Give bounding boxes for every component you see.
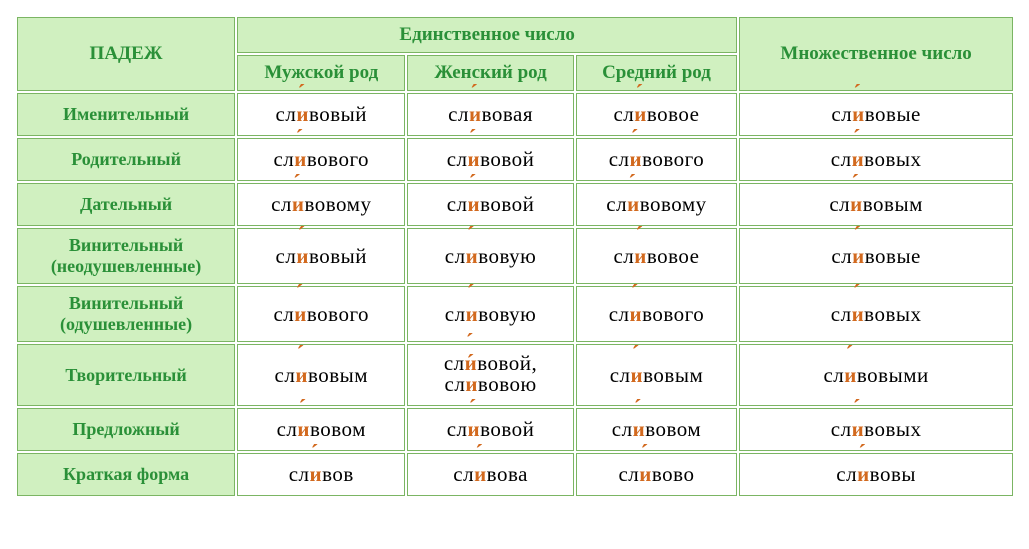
word-cell: сливовы (739, 453, 1013, 496)
table-row: Творительныйсливовымсливовой,сливовоюсли… (17, 344, 1013, 406)
header-plural: Множественное число (739, 17, 1013, 91)
header-masc: Мужской род (237, 55, 405, 91)
case-label: Родительный (17, 138, 235, 181)
word-cell: сливовой (407, 138, 573, 181)
declension-table: ПАДЕЖ Единственное число Множественное ч… (15, 15, 1015, 498)
word-cell: сливова (407, 453, 573, 496)
case-label: Предложный (17, 408, 235, 451)
word-cell: сливовыми (739, 344, 1013, 406)
word-cell: сливовых (739, 138, 1013, 181)
word-cell: сливового (237, 138, 405, 181)
table-row: Именительныйсливовыйсливоваясливовоеслив… (17, 93, 1013, 136)
word-cell: сливовом (237, 408, 405, 451)
case-label: Винительный(одушевленные) (17, 286, 235, 342)
word-cell: сливовое (576, 228, 737, 284)
case-label: Винительный(неодушевленные) (17, 228, 235, 284)
word-cell: сливовым (576, 344, 737, 406)
word-cell: сливовые (739, 228, 1013, 284)
header-neut: Средний род (576, 55, 737, 91)
header-case: ПАДЕЖ (17, 17, 235, 91)
word-cell: сливовому (576, 183, 737, 226)
word-cell: сливовые (739, 93, 1013, 136)
case-label: Именительный (17, 93, 235, 136)
table-row: Родительныйсливовогосливовойсливовогосли… (17, 138, 1013, 181)
table-body: Именительныйсливовыйсливоваясливовоеслив… (17, 93, 1013, 496)
word-cell: сливового (576, 138, 737, 181)
table-row: Краткая формасливовсливовасливовосливовы (17, 453, 1013, 496)
word-cell: сливов (237, 453, 405, 496)
table-row: Винительный(одушевленные)сливовогосливов… (17, 286, 1013, 342)
table-row: Дательныйсливовомусливовойсливовомусливо… (17, 183, 1013, 226)
word-cell: сливово (576, 453, 737, 496)
word-cell: сливовым (237, 344, 405, 406)
word-cell: сливовый (237, 228, 405, 284)
case-label: Дательный (17, 183, 235, 226)
table-row: Винительный(неодушевленные)сливовыйсливо… (17, 228, 1013, 284)
header-singular: Единственное число (237, 17, 737, 53)
word-cell: сливовое (576, 93, 737, 136)
word-cell: сливовых (739, 408, 1013, 451)
word-cell: сливовом (576, 408, 737, 451)
word-cell: сливовым (739, 183, 1013, 226)
word-cell: сливового (576, 286, 737, 342)
case-label: Творительный (17, 344, 235, 406)
word-cell: сливовая (407, 93, 573, 136)
case-label: Краткая форма (17, 453, 235, 496)
word-cell: сливовую (407, 228, 573, 284)
word-cell: сливовый (237, 93, 405, 136)
header-fem: Женский род (407, 55, 573, 91)
word-cell: сливовому (237, 183, 405, 226)
word-cell: сливовой (407, 408, 573, 451)
word-cell: сливовой (407, 183, 573, 226)
word-cell: сливовой,сливовою (407, 344, 573, 406)
word-cell: сливовых (739, 286, 1013, 342)
word-cell: сливовую (407, 286, 573, 342)
word-cell: сливового (237, 286, 405, 342)
